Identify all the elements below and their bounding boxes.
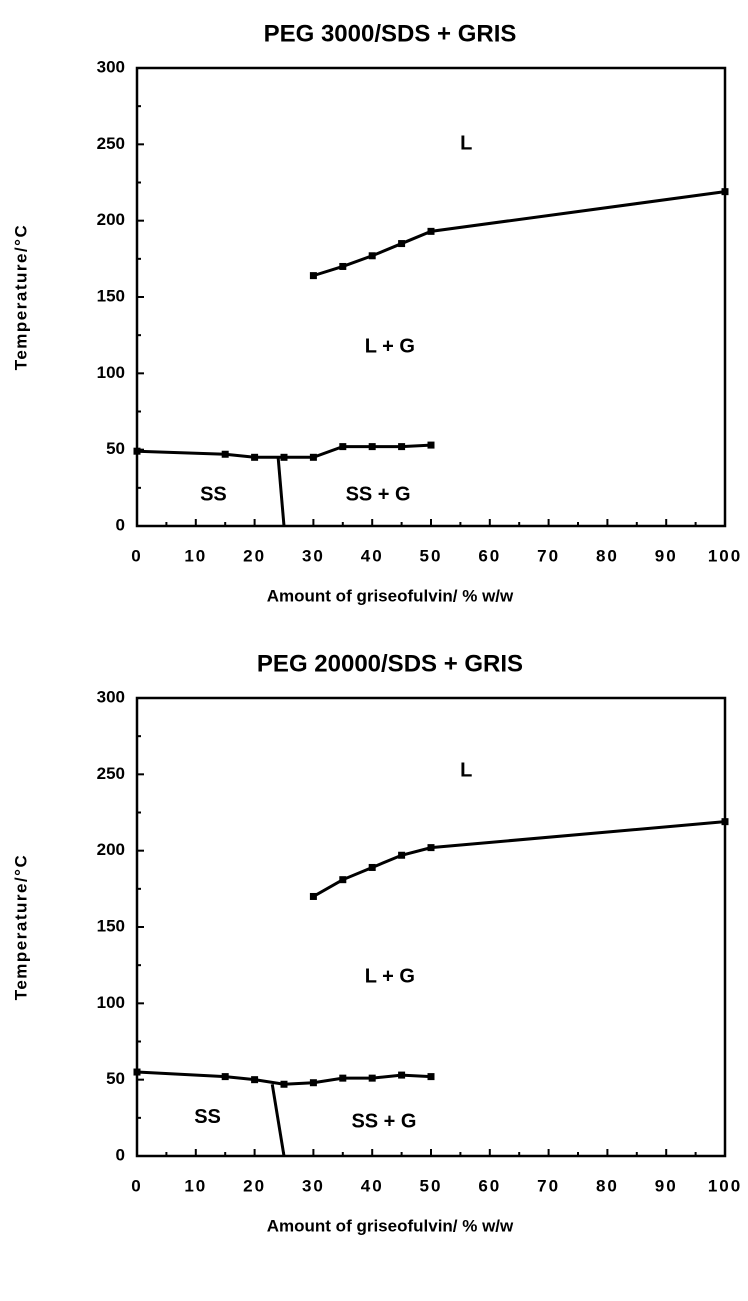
x-tick-label: 80 <box>596 1176 619 1195</box>
data-point <box>427 1073 435 1081</box>
y-axis-label: Temperature/°C <box>11 224 30 371</box>
x-tick-label: 0 <box>131 1176 142 1195</box>
region-label: SS + G <box>351 1111 416 1133</box>
region-label: SS + G <box>346 484 411 506</box>
x-tick-label: 90 <box>655 1176 678 1195</box>
x-tick-label: 100 <box>708 1176 742 1195</box>
y-tick-label: 300 <box>97 57 125 76</box>
plot-frame <box>135 696 727 1158</box>
data-point <box>427 844 435 852</box>
x-tick-label: 30 <box>302 546 325 565</box>
y-tick-label: 50 <box>106 1069 125 1088</box>
data-point <box>280 1080 288 1088</box>
y-tick-label: 100 <box>97 993 125 1012</box>
region-label: L + G <box>365 336 415 358</box>
x-tick-label: 50 <box>420 1176 443 1195</box>
y-tick-label: 250 <box>97 764 125 783</box>
x-tick-label: 20 <box>243 546 266 565</box>
chart-title: PEG 3000/SDS + GRIS <box>264 20 517 47</box>
data-point <box>309 453 317 461</box>
data-point <box>427 441 435 449</box>
y-axis-label: Temperature/°C <box>11 854 30 1001</box>
x-tick-label: 20 <box>243 1176 266 1195</box>
region-label: L + G <box>365 966 415 988</box>
series-line <box>276 457 286 527</box>
y-tick-label: 200 <box>97 210 125 229</box>
series-line <box>270 1084 286 1157</box>
data-point <box>721 188 729 196</box>
data-point <box>309 272 317 280</box>
x-tick-label: 80 <box>596 546 619 565</box>
x-tick-label: 50 <box>420 546 443 565</box>
series-line <box>312 190 726 278</box>
x-axis-label: Amount of griseofulvin/ % w/w <box>267 1216 514 1235</box>
y-tick-label: 300 <box>97 687 125 706</box>
data-point <box>398 851 406 859</box>
y-tick-label: 0 <box>116 515 125 534</box>
data-point <box>368 863 376 871</box>
data-point <box>339 876 347 884</box>
data-point <box>398 1071 406 1079</box>
x-tick-label: 70 <box>537 1176 560 1195</box>
data-point <box>398 240 406 248</box>
x-tick-label: 30 <box>302 1176 325 1195</box>
data-point <box>368 443 376 451</box>
x-tick-label: 10 <box>184 546 207 565</box>
y-tick-label: 250 <box>97 134 125 153</box>
data-point <box>133 1068 141 1076</box>
y-tick-label: 50 <box>106 439 125 458</box>
x-tick-label: 40 <box>361 1176 384 1195</box>
data-point <box>339 1074 347 1082</box>
y-tick-label: 0 <box>116 1145 125 1164</box>
x-tick-label: 60 <box>478 546 501 565</box>
data-point <box>339 262 347 270</box>
region-label: SS <box>200 484 227 506</box>
x-tick-label: 70 <box>537 546 560 565</box>
x-tick-label: 40 <box>361 546 384 565</box>
data-point <box>427 227 435 235</box>
region-label: SS <box>194 1106 221 1128</box>
y-tick-label: 150 <box>97 916 125 935</box>
data-point <box>721 818 729 826</box>
y-tick-label: 100 <box>97 363 125 382</box>
x-axis-label: Amount of griseofulvin/ % w/w <box>267 586 514 605</box>
data-point <box>309 892 317 900</box>
data-point <box>398 443 406 451</box>
data-point <box>280 453 288 461</box>
chart-title: PEG 20000/SDS + GRIS <box>257 650 523 677</box>
data-point <box>368 252 376 260</box>
data-point <box>221 450 229 458</box>
data-point <box>251 453 259 461</box>
x-tick-label: 90 <box>655 546 678 565</box>
data-point <box>251 1076 259 1084</box>
data-point <box>339 443 347 451</box>
region-label: L <box>460 760 472 782</box>
x-tick-label: 60 <box>478 1176 501 1195</box>
data-point <box>221 1073 229 1081</box>
data-point <box>133 447 141 455</box>
series-line <box>312 820 726 898</box>
region-label: L <box>460 133 472 155</box>
y-tick-label: 200 <box>97 840 125 859</box>
x-tick-label: 10 <box>184 1176 207 1195</box>
x-tick-label: 0 <box>131 546 142 565</box>
x-tick-label: 100 <box>708 546 742 565</box>
y-tick-label: 150 <box>97 286 125 305</box>
data-point <box>309 1079 317 1087</box>
data-point <box>368 1074 376 1082</box>
